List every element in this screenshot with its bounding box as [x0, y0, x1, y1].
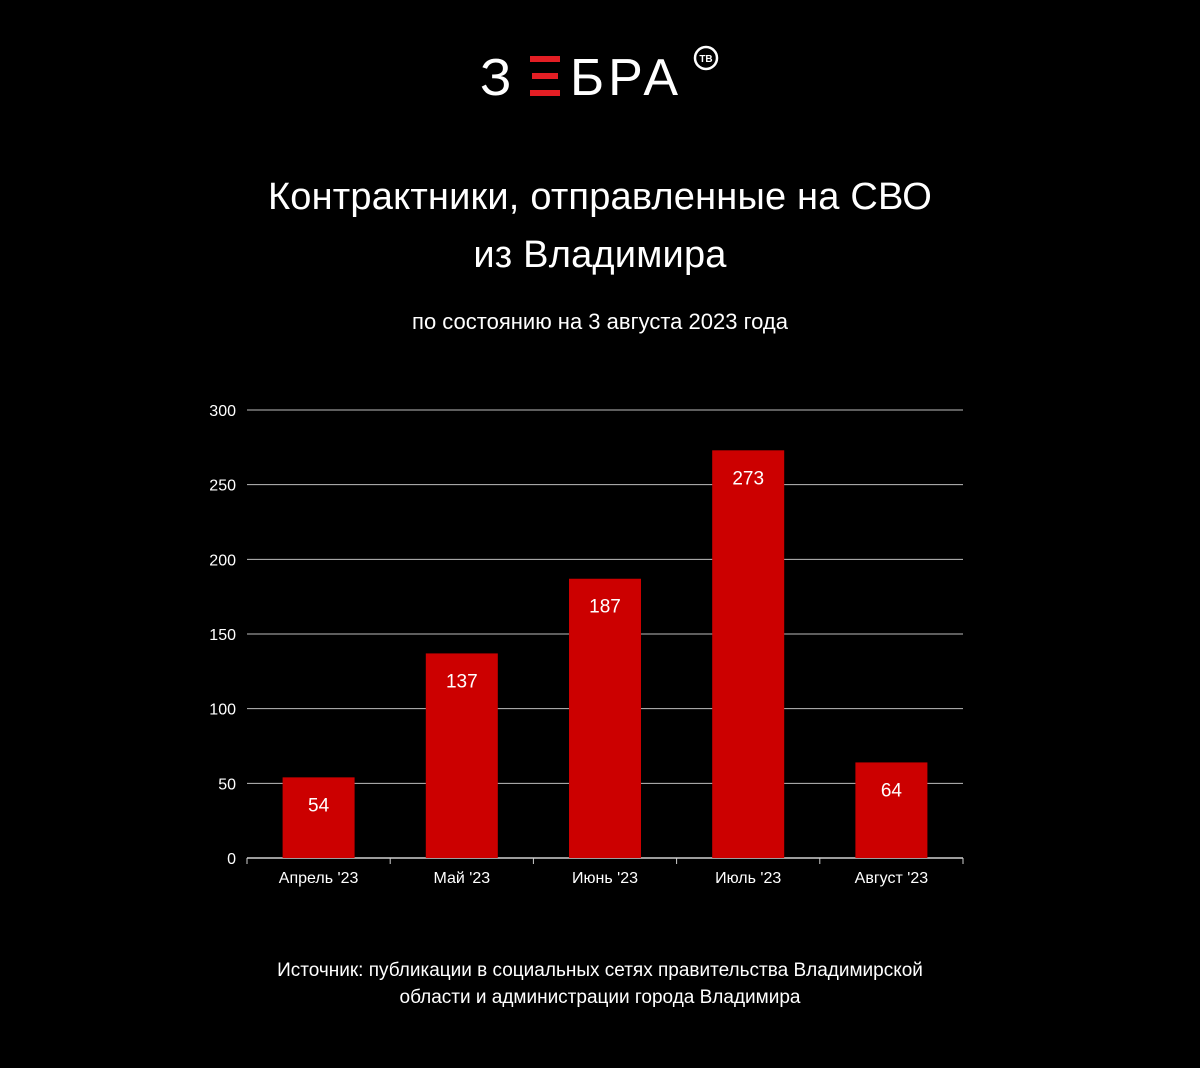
x-category-label: Апрель '23: [279, 870, 359, 887]
y-tick-label: 100: [209, 702, 236, 719]
chart-title-line-1: Контрактники, отправленные на СВО: [267, 176, 933, 218]
bar: [712, 450, 785, 858]
logo-e-stripes: [530, 56, 560, 96]
logo-badge-tv: ТВ: [699, 54, 712, 65]
logo-letter-z: З: [480, 49, 515, 107]
y-tick-label: 200: [209, 552, 236, 569]
x-category-label: Май '23: [433, 870, 490, 887]
source-line-1: Источник: публикации в социальных сетях …: [277, 960, 923, 981]
bar-chart: 0 50 100 150 200 250 300 54 Апрель '23 137 Май '23…: [0, 390, 1200, 910]
source-note: Источник: публикации в социальных сетях …: [150, 957, 1050, 1011]
chart-title-line-2: из Владимира: [473, 234, 727, 276]
chart-subtitle: по состоянию на 3 августа 2023 года: [412, 309, 788, 334]
bar: [282, 777, 355, 858]
logo-letters-bra: БРА: [570, 49, 682, 107]
y-tick-label: 50: [218, 776, 236, 793]
x-category-label: Июль '23: [715, 870, 781, 887]
y-tick-label: 300: [209, 403, 236, 420]
bar: [855, 762, 928, 858]
y-tick-label: 0: [227, 851, 236, 868]
bar-value-label: 137: [446, 671, 478, 692]
chart-title: Контрактники, отправленные на СВО из Вла…: [100, 168, 1100, 284]
x-category-label: Август '23: [855, 870, 929, 887]
zebra-tv-logo: З БРА ТВ: [480, 45, 719, 107]
y-tick-label: 150: [209, 627, 236, 644]
logo-badge-circle: [693, 45, 719, 71]
bar-value-label: 54: [308, 795, 330, 816]
bar-chart-svg: 0 50 100 150 200 250 300 54 Апрель '23 137 Май '23…: [209, 403, 964, 887]
bar: [425, 653, 498, 858]
x-category-label: Июнь '23: [572, 870, 638, 887]
bar-value-label: 273: [732, 468, 764, 489]
y-tick-label: 250: [209, 478, 236, 495]
bar: [569, 578, 641, 858]
source-line-2: области и администрации города Владимира: [399, 987, 801, 1008]
brand-logo: З БРА ТВ: [0, 40, 1200, 110]
bar-value-label: 64: [881, 780, 903, 801]
bar-value-label: 187: [589, 597, 621, 618]
